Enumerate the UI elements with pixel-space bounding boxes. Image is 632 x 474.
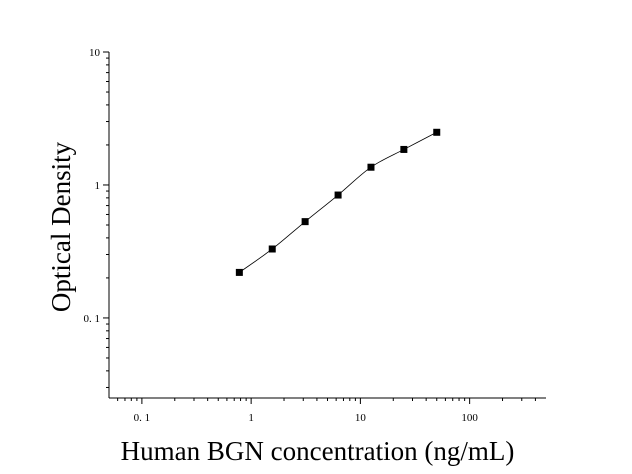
x-tick-label: 1 [248,412,254,424]
x-tick-label: 0. 1 [134,412,151,424]
x-axis-label: Human BGN concentration (ng/mL) [121,436,515,466]
data-point [367,163,375,171]
x-tick-label: 10 [355,412,367,424]
data-point [334,191,342,199]
data-point [301,218,309,226]
x-ticks: 0. 1 1 10 100 [117,398,536,424]
data-point [433,128,441,136]
data-point [268,245,276,253]
y-tick-label: 0. 1 [84,313,101,325]
axes [108,52,546,399]
x-tick-label: 100 [461,412,478,424]
y-tick-label: 1 [95,180,101,192]
data-points [235,128,441,276]
y-tick-label: 10 [89,47,101,59]
y-axis-label: Optical Density [46,141,76,312]
y-ticks: 0. 1 1 10 [84,47,109,388]
data-point [235,268,243,276]
data-point [400,145,408,153]
